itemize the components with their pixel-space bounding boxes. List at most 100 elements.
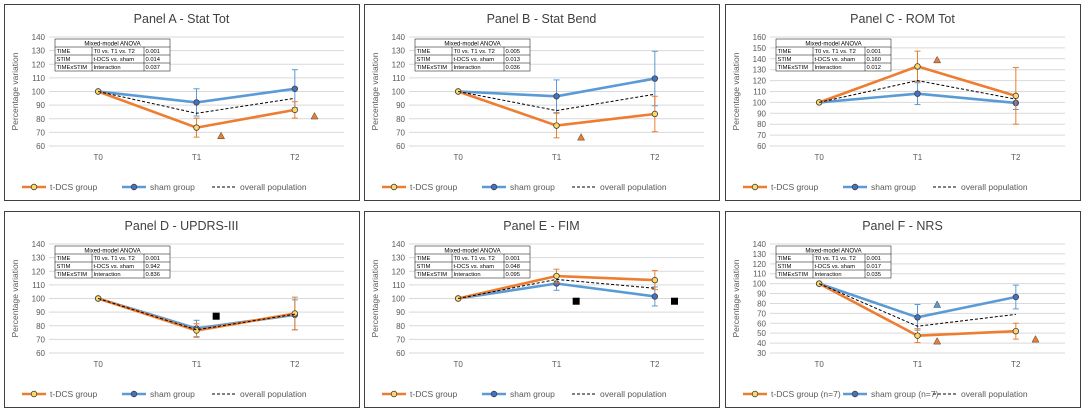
panel-title: Panel C - ROM Tot (850, 12, 955, 26)
significance-triangle-marker (933, 300, 942, 308)
x-tick-label: T0 (93, 153, 103, 162)
anova-cell: Interaction (815, 272, 842, 278)
data-point-sham (553, 93, 560, 100)
legend-label-sham: sham group (871, 182, 916, 192)
x-tick-label: T2 (290, 360, 300, 369)
anova-header: Mixed-model ANOVA (84, 41, 140, 47)
x-tick-label: T2 (650, 153, 660, 162)
y-axis-label: Percentage variation (370, 52, 380, 130)
anova-cell: 0.001 (146, 256, 161, 262)
series-line-overall (98, 91, 295, 114)
y-tick-label: 30 (757, 349, 766, 358)
anova-cell: t-DCS vs. sham (94, 57, 135, 63)
panel-title: Panel E - FIM (503, 219, 579, 233)
y-tick-label: 100 (392, 295, 406, 304)
x-tick-label: T0 (814, 153, 824, 162)
series-tdcs (94, 88, 299, 138)
anova-cell: TIME (417, 256, 431, 262)
anova-cell: 0.001 (506, 256, 521, 262)
panel-frame (364, 211, 720, 408)
y-tick-label: 130 (753, 250, 767, 259)
y-tick-label: 120 (392, 267, 406, 276)
y-tick-label: 140 (753, 55, 767, 64)
data-point-tdcs (815, 280, 823, 287)
anova-cell: t-DCS vs. sham (454, 57, 495, 63)
x-tick-label: T1 (552, 153, 562, 162)
y-tick-label: 80 (36, 115, 45, 124)
x-tick-label: T2 (1011, 360, 1021, 369)
legend-label-overall: overall population (600, 182, 667, 192)
data-point-tdcs (94, 295, 102, 302)
anova-cell: 0.017 (867, 264, 882, 270)
data-point-sham (193, 99, 200, 106)
legend-marker-tdcs (390, 390, 398, 398)
x-tick-label: T0 (453, 360, 463, 369)
data-point-tdcs (291, 310, 299, 317)
y-tick-label: 50 (757, 329, 766, 338)
x-tick-label: T0 (814, 360, 824, 369)
data-point-sham (914, 90, 921, 97)
anova-cell: 0.836 (146, 272, 161, 278)
anova-cell: 0.037 (146, 65, 161, 71)
anova-cell: 0.001 (867, 256, 882, 262)
legend-marker-sham (490, 183, 498, 191)
anova-cell: STIM (57, 57, 71, 63)
data-point-sham (291, 85, 299, 92)
anova-cell: TIMExSTIM (417, 272, 448, 278)
y-axis-label: Percentage variation (10, 259, 20, 337)
anova-cell: TIME (57, 256, 71, 262)
data-point-tdcs (553, 122, 560, 129)
y-tick-label: 130 (32, 254, 46, 263)
legend: t-DCS group sham group overall population (22, 389, 307, 399)
anova-cell: 0.036 (506, 65, 521, 71)
y-tick-label: 110 (392, 74, 405, 83)
y-tick-label: 90 (757, 290, 766, 299)
x-tick-label: T0 (93, 360, 103, 369)
significance-triangle-marker (577, 133, 586, 141)
anova-cell: 0.001 (146, 49, 161, 55)
panel-e: Panel E - FIM 60 70 80 90 100 110 120 130 140 T0 T1… (364, 211, 720, 408)
x-tick-label: T2 (290, 153, 300, 162)
x-tick-label: T2 (1011, 153, 1021, 162)
y-tick-label: 100 (32, 295, 46, 304)
legend-label-sham: sham group (n=7) (871, 389, 938, 399)
anova-cell: STIM (778, 57, 792, 63)
data-point-tdcs (193, 327, 200, 334)
series-line-overall (818, 283, 1016, 327)
y-tick-label: 120 (753, 77, 767, 86)
series-overall (98, 91, 295, 114)
legend-marker-sham (130, 390, 138, 398)
panel-title: Panel A - Stat Tot (134, 12, 230, 26)
y-tick-label: 140 (753, 240, 767, 249)
y-tick-label: 90 (396, 308, 405, 317)
panel-title: Panel F - NRS (862, 219, 943, 233)
y-tick-label: 90 (36, 308, 45, 317)
anova-cell: t-DCS vs. sham (815, 57, 856, 63)
anova-cell: TIME (57, 49, 71, 55)
y-tick-label: 70 (757, 309, 766, 318)
y-tick-label: 40 (757, 339, 766, 348)
significance-square-marker (572, 297, 580, 305)
y-tick-label: 140 (32, 33, 46, 42)
legend-label-sham: sham group (150, 182, 195, 192)
y-tick-label: 110 (392, 281, 405, 290)
data-point-tdcs (914, 63, 921, 70)
anova-cell: T0 vs. T1 vs. T2 (454, 49, 495, 55)
y-tick-label: 80 (396, 115, 405, 124)
data-point-tdcs (454, 88, 462, 95)
series-tdcs (815, 280, 1020, 344)
legend-label-tdcs: t-DCS group (50, 389, 98, 399)
legend-label-tdcs: t-DCS group (50, 182, 98, 192)
y-tick-label: 110 (753, 88, 766, 97)
y-tick-label: 100 (753, 98, 767, 107)
legend-marker-tdcs (30, 390, 38, 398)
anova-cell: STIM (778, 264, 792, 270)
y-axis-label: Percentage variation (370, 259, 380, 337)
y-tick-label: 140 (392, 240, 406, 249)
panel-frame (364, 4, 720, 201)
anova-cell: T0 vs. T1 vs. T2 (815, 49, 856, 55)
y-tick-label: 80 (36, 322, 45, 331)
y-tick-label: 70 (36, 335, 45, 344)
y-tick-label: 70 (396, 128, 405, 137)
